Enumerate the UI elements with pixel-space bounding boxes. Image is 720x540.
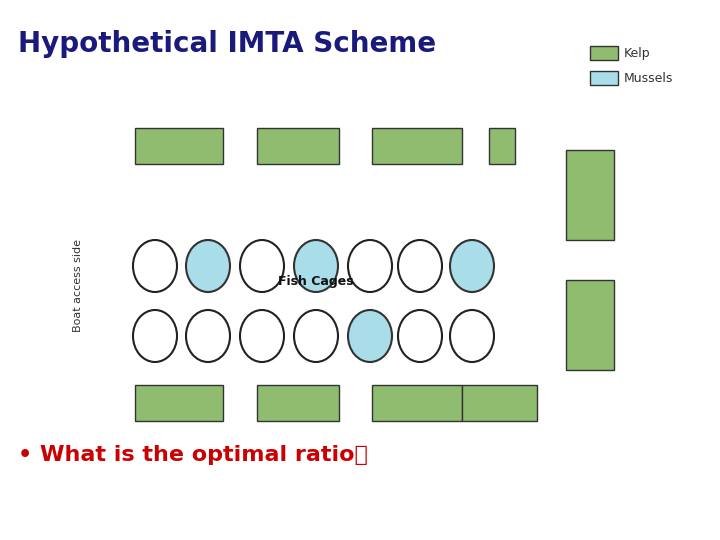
Ellipse shape — [348, 310, 392, 362]
Bar — [372, 128, 462, 164]
Bar — [462, 385, 537, 421]
Bar — [489, 128, 515, 164]
Ellipse shape — [348, 240, 392, 292]
Bar — [257, 385, 339, 421]
Ellipse shape — [240, 310, 284, 362]
Bar — [590, 46, 618, 60]
Bar — [257, 128, 339, 164]
Text: Boat access side: Boat access side — [73, 239, 83, 332]
Ellipse shape — [240, 240, 284, 292]
Bar — [135, 128, 223, 164]
Bar — [566, 280, 614, 370]
Text: Fish Cages: Fish Cages — [278, 275, 354, 288]
Bar — [566, 150, 614, 240]
Ellipse shape — [450, 310, 494, 362]
Bar — [135, 385, 223, 421]
Ellipse shape — [398, 240, 442, 292]
Text: Hypothetical IMTA Scheme: Hypothetical IMTA Scheme — [18, 30, 436, 58]
Ellipse shape — [133, 240, 177, 292]
Ellipse shape — [398, 310, 442, 362]
Bar — [590, 71, 618, 85]
Ellipse shape — [294, 310, 338, 362]
Text: Kelp: Kelp — [624, 46, 651, 59]
Ellipse shape — [294, 240, 338, 292]
Bar — [372, 385, 462, 421]
Ellipse shape — [133, 310, 177, 362]
Text: Mussels: Mussels — [624, 71, 673, 84]
Ellipse shape — [186, 310, 230, 362]
Ellipse shape — [186, 240, 230, 292]
Ellipse shape — [450, 240, 494, 292]
Text: • What is the optimal ratio？: • What is the optimal ratio？ — [18, 445, 368, 465]
